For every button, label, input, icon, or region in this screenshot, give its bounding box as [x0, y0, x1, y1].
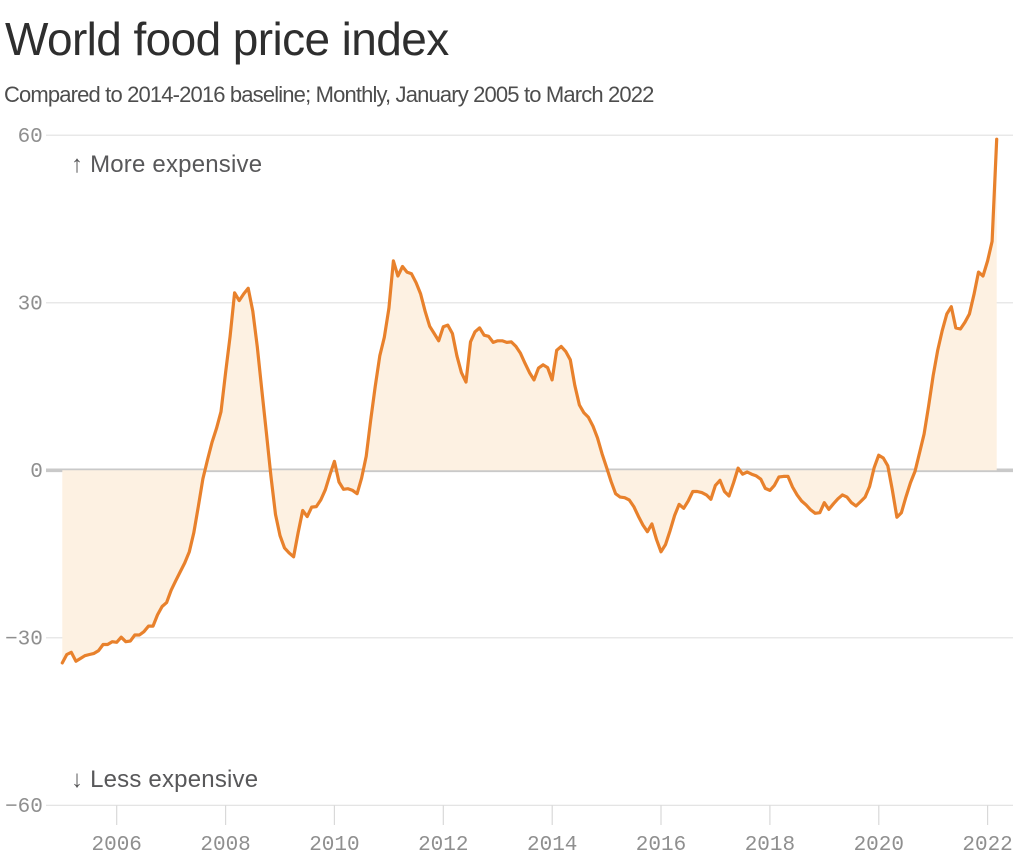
svg-text:↑ More expensive: ↑ More expensive	[71, 151, 262, 178]
svg-text:2012: 2012	[418, 834, 468, 857]
svg-text:2014: 2014	[527, 834, 577, 857]
svg-text:2016: 2016	[636, 834, 686, 857]
svg-text:2018: 2018	[745, 834, 795, 857]
svg-text:60: 60	[18, 126, 43, 149]
svg-text:2020: 2020	[854, 834, 904, 857]
svg-text:2010: 2010	[309, 834, 359, 857]
svg-text:30: 30	[18, 293, 43, 316]
svg-text:2006: 2006	[91, 834, 141, 857]
svg-text:0: 0	[30, 461, 43, 484]
svg-text:2022: 2022	[962, 834, 1012, 857]
svg-text:2008: 2008	[200, 834, 250, 857]
svg-text:↓ Less expensive: ↓ Less expensive	[71, 766, 258, 793]
svg-text:−30: −30	[5, 628, 43, 651]
svg-text:−60: −60	[5, 796, 43, 819]
